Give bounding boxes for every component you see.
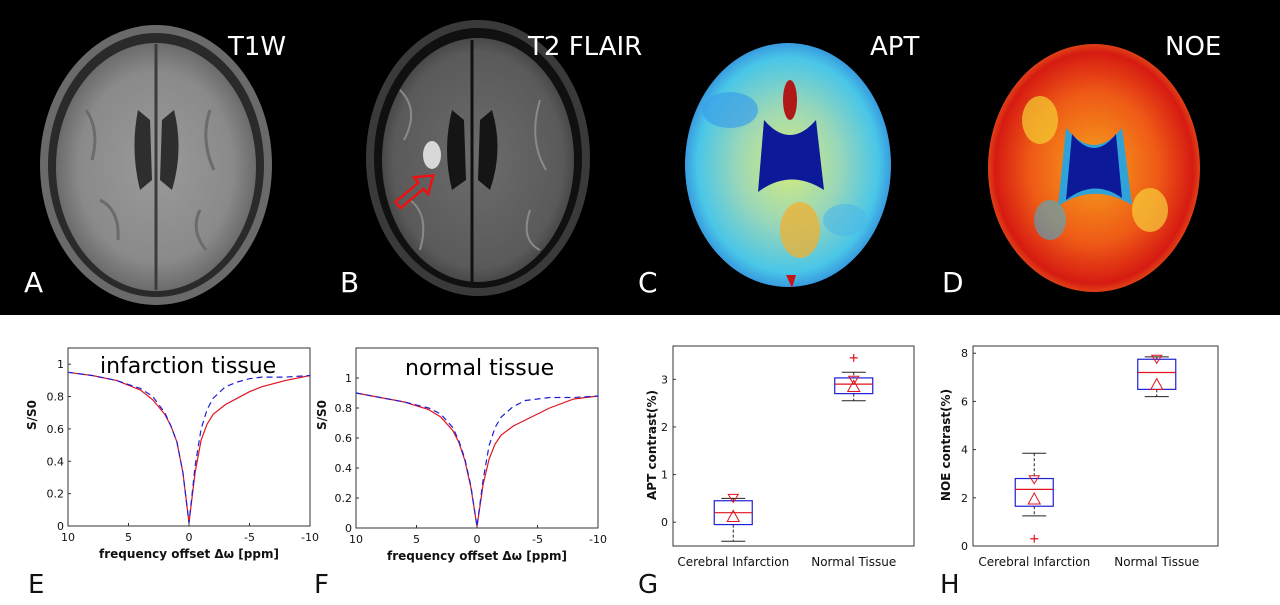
chart-g-apt-boxplot: 0 1 2 3 Cerebral Infarction Normal Tissue APT …: [645, 345, 915, 569]
panel-h-letter: H: [940, 570, 960, 600]
y-tick-label: 2: [961, 492, 968, 505]
y-axis-label: NOE contrast(%): [939, 389, 953, 501]
x-tick-label: 0: [474, 533, 481, 546]
chart-title: normal tissue: [405, 356, 554, 381]
y-tick-label: 0: [345, 522, 352, 535]
box-1-notch-marker: [1028, 475, 1041, 485]
y-tick-label: 8: [961, 347, 968, 360]
y-axis-label: S/S0: [25, 400, 39, 430]
box-1-mean-marker: [1027, 491, 1042, 505]
chart-f-z-spectrum-normal: 10 5 0 -5 -10 0 0.2 0.4 0.6 0.8 1 normal tissue freq…: [315, 347, 607, 563]
category-label: Cerebral Infarction: [978, 555, 1090, 569]
box-2-outlier: [849, 353, 858, 362]
category-label: Cerebral Infarction: [677, 555, 789, 569]
series-line-2: [355, 392, 599, 527]
category-label: Normal Tissue: [1114, 555, 1199, 569]
y-axis-label: S/S0: [315, 400, 329, 430]
y-tick-label: 3: [661, 373, 668, 386]
category-label: Normal Tissue: [811, 555, 896, 569]
panel-c-letter: C: [638, 266, 658, 299]
y-tick-label: 6: [961, 395, 968, 408]
panel-g-letter: G: [638, 570, 658, 600]
y-tick-label: 1: [345, 372, 352, 385]
x-tick-label: 10: [61, 531, 75, 544]
plot-frame: [355, 347, 599, 529]
series-line-1: [67, 371, 311, 523]
x-tick-label: -5: [244, 531, 255, 544]
panel-c-title: APT: [870, 32, 919, 62]
x-tick-label: -5: [532, 533, 543, 546]
x-axis-label: frequency offset Δω [ppm]: [99, 547, 279, 561]
plot-frame: [672, 345, 915, 547]
y-tick-label: 0.8: [47, 391, 65, 404]
box-2-mean-marker: [846, 379, 861, 392]
y-tick-label: 0.2: [47, 488, 65, 501]
y-tick-label: 0: [57, 520, 64, 533]
series-line-2: [67, 371, 311, 523]
x-tick-label: 5: [125, 531, 132, 544]
box-2-notch-marker: [847, 375, 860, 386]
x-axis-label: frequency offset Δω [ppm]: [387, 549, 567, 563]
y-tick-label: 0.2: [335, 492, 353, 505]
chart-h-noe-boxplot: 0 2 4 6 8 Cerebral Infarction Normal Tissue NOE…: [939, 345, 1219, 569]
y-tick-label: 0.4: [47, 455, 65, 468]
panel-d-letter: D: [942, 266, 964, 299]
panel-a-t1w-image: [40, 25, 272, 305]
y-axis-label: APT contrast(%): [645, 390, 659, 500]
box-2-notch-marker: [1150, 354, 1163, 365]
y-tick-label: 0: [661, 516, 668, 529]
x-tick-label: 10: [349, 533, 363, 546]
box-2-mean-marker: [1149, 377, 1164, 391]
lesion-arrow-icon: [393, 174, 435, 210]
panel-c-apt-map: [685, 43, 891, 288]
panel-f-letter: F: [314, 570, 329, 600]
y-tick-label: 0.8: [335, 402, 353, 415]
panel-a-letter: A: [24, 266, 43, 299]
box-1-mean-marker: [726, 509, 741, 522]
box-1-outlier: [1030, 534, 1039, 543]
panel-b-title: T2 FLAIR: [527, 32, 642, 62]
box-2-iqr: [834, 377, 874, 395]
box-1-notch-marker: [727, 493, 740, 504]
y-tick-label: 0: [961, 540, 968, 553]
mri-panels: A T1W B T2 FLAIR C APT D NOE: [24, 20, 1221, 305]
chart-e-z-spectrum-infarction: 10 5 0 -5 -10 0 0.2 0.4 0.6 0.8 1 infarction tissue…: [25, 347, 319, 561]
panel-a-title: T1W: [227, 32, 286, 62]
y-tick-label: 0.6: [47, 423, 65, 436]
y-tick-label: 4: [961, 444, 968, 457]
x-tick-label: 0: [186, 531, 193, 544]
y-tick-label: 1: [57, 358, 64, 371]
chart-title: infarction tissue: [100, 354, 276, 379]
plot-frame: [972, 345, 1219, 547]
y-tick-label: 0.4: [335, 462, 353, 475]
y-tick-label: 1: [661, 469, 668, 482]
x-tick-label: 5: [413, 533, 420, 546]
panel-b-letter: B: [340, 266, 359, 299]
box-1-iqr: [1014, 477, 1054, 507]
x-tick-label: -10: [301, 531, 319, 544]
series-line-1: [355, 392, 599, 527]
y-tick-label: 2: [661, 421, 668, 434]
panel-d-noe-map: [988, 44, 1200, 292]
panel-b-flair-image: [366, 20, 590, 296]
panel-d-title: NOE: [1165, 32, 1221, 62]
x-tick-label: -10: [589, 533, 607, 546]
y-tick-label: 0.6: [335, 432, 353, 445]
panel-e-letter: E: [28, 570, 44, 600]
